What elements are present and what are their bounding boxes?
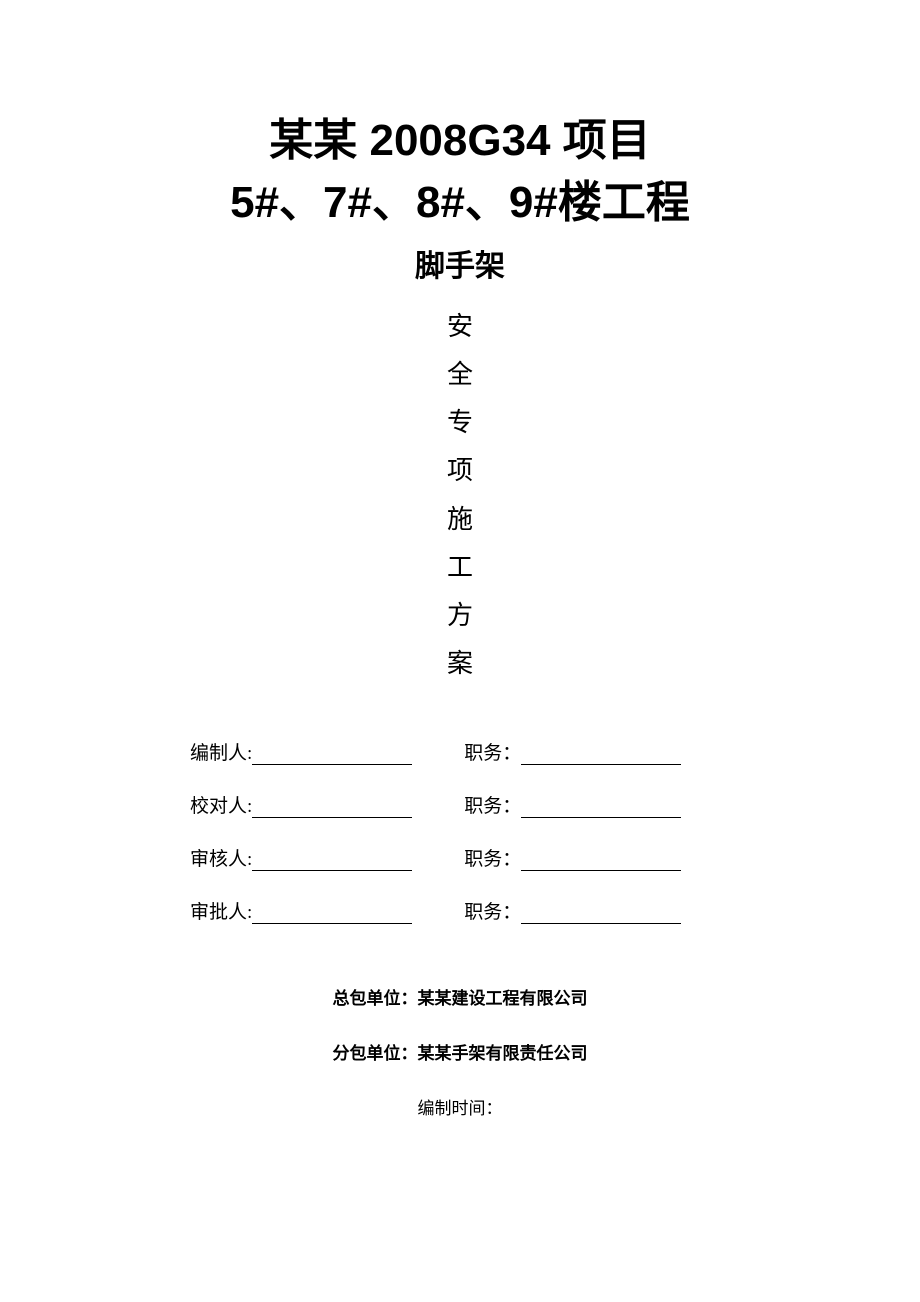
signature-block: 编制人: 职务： 校对人: 职务： 审核人: 职务： 审批人: 职务： — [180, 738, 740, 924]
approver-label: 审批人: — [190, 897, 252, 924]
signature-row-checker: 校对人: 职务： — [190, 791, 740, 818]
vertical-char: 安 — [90, 303, 830, 351]
compile-date: 编制时间： — [90, 1094, 830, 1119]
vertical-char: 项 — [90, 447, 830, 495]
author-label: 编制人: — [190, 738, 252, 765]
vertical-char: 工 — [90, 544, 830, 592]
vertical-char: 施 — [90, 496, 830, 544]
title-line-2: 5#、7#、8#、9#楼工程 — [90, 172, 830, 234]
reviewer-line — [252, 844, 412, 871]
vertical-char: 方 — [90, 592, 830, 640]
reviewer-label: 审核人: — [190, 844, 252, 871]
signature-row-author: 编制人: 职务： — [190, 738, 740, 765]
signature-row-reviewer: 审核人: 职务： — [190, 844, 740, 871]
author-line — [252, 738, 412, 765]
author-title-line — [521, 738, 681, 765]
vertical-char: 案 — [90, 640, 830, 688]
vertical-text-block: 安 全 专 项 施 工 方 案 — [90, 303, 830, 688]
subtitle: 脚手架 — [90, 241, 830, 285]
reviewer-title-line — [521, 844, 681, 871]
approver-title-label: 职务： — [464, 897, 521, 924]
signature-row-approver: 审批人: 职务： — [190, 897, 740, 924]
checker-title-line — [521, 791, 681, 818]
checker-title-label: 职务： — [464, 791, 521, 818]
title-line-1: 某某 2008G34 项目 — [90, 110, 830, 172]
checker-line — [252, 791, 412, 818]
vertical-char: 专 — [90, 399, 830, 447]
vertical-char: 全 — [90, 351, 830, 399]
sub-contractor: 分包单位：某某手架有限责任公司 — [90, 1039, 830, 1064]
footer-block: 总包单位：某某建设工程有限公司 分包单位：某某手架有限责任公司 编制时间： — [90, 984, 830, 1119]
approver-title-line — [521, 897, 681, 924]
reviewer-title-label: 职务： — [464, 844, 521, 871]
approver-line — [252, 897, 412, 924]
author-title-label: 职务： — [464, 738, 521, 765]
general-contractor: 总包单位：某某建设工程有限公司 — [90, 984, 830, 1009]
checker-label: 校对人: — [190, 791, 252, 818]
